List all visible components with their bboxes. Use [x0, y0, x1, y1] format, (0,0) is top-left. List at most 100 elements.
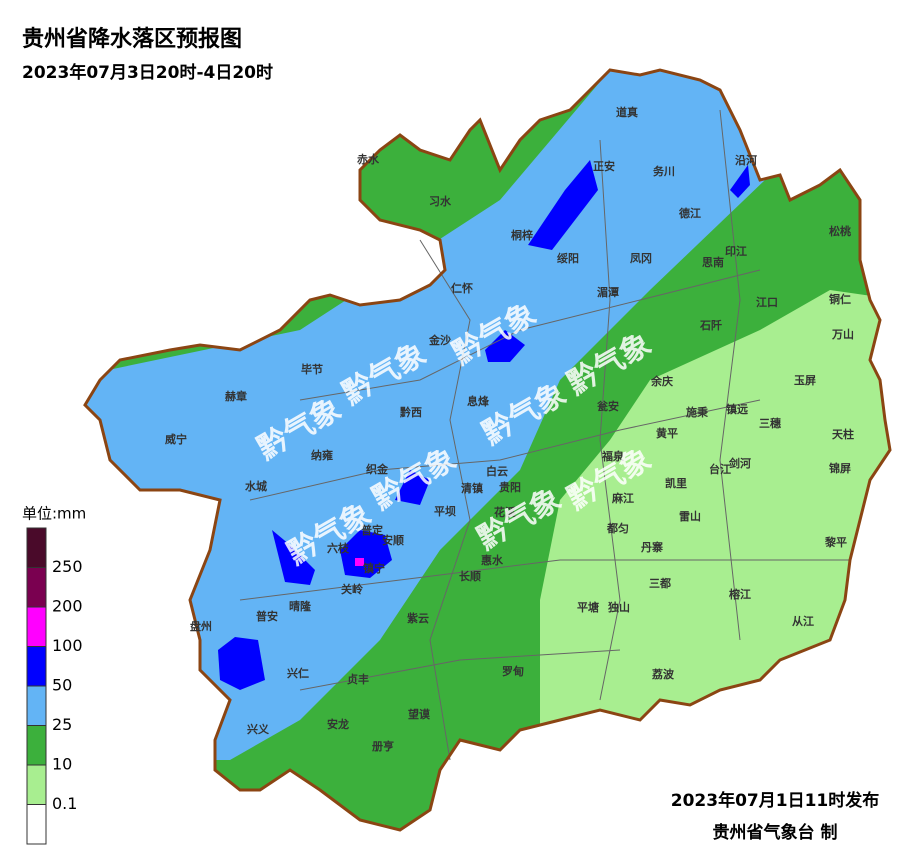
- legend-label: 100: [52, 636, 83, 655]
- county-label: 思南: [702, 255, 724, 269]
- county-label: 从江: [792, 614, 814, 628]
- county-label: 台江: [709, 462, 731, 476]
- county-label: 花溪: [494, 505, 517, 519]
- county-label: 凤冈: [630, 252, 652, 265]
- legend-label: 50: [52, 676, 72, 695]
- county-label: 德江: [678, 206, 701, 220]
- county-label: 剑河: [728, 456, 751, 470]
- county-label: 安龙: [327, 717, 349, 731]
- county-label: 普安: [256, 609, 278, 623]
- issue-time: 2023年07月1日11时发布: [671, 790, 879, 811]
- county-label: 黎平: [825, 535, 847, 549]
- agency: 贵州省气象台 制: [713, 822, 838, 843]
- area-50: [272, 530, 315, 585]
- legend-label: 200: [52, 597, 83, 616]
- map-subtitle: 2023年07月3日20时-4日20时: [22, 62, 273, 83]
- legend-swatch: [26, 646, 47, 687]
- county-label: 纳雍: [311, 448, 333, 462]
- county-label: 册亨: [372, 739, 394, 753]
- county-label: 丹寨: [641, 540, 663, 554]
- county-label: 桐梓: [511, 228, 533, 242]
- county-label: 习水: [429, 194, 452, 208]
- area-50: [485, 330, 525, 362]
- county-label: 贞丰: [347, 672, 369, 686]
- county-label: 施秉: [686, 405, 709, 419]
- county-label: 黔西: [400, 405, 422, 419]
- county-label: 织金: [366, 462, 389, 476]
- county-label: 盘州: [190, 619, 212, 633]
- county-label: 玉屏: [794, 374, 816, 387]
- legend-swatch: [26, 685, 47, 726]
- county-borders: [239, 109, 850, 761]
- county-label: 印江: [725, 244, 747, 258]
- county-label: 独山: [607, 600, 630, 614]
- county-label: 榕江: [729, 587, 751, 601]
- county-label: 罗甸: [502, 664, 524, 678]
- county-label: 赫章: [225, 389, 247, 403]
- legend-unit: 单位:mm: [22, 505, 86, 523]
- county-label: 水城: [245, 479, 267, 493]
- borders: [239, 109, 850, 761]
- county-label: 仁怀: [451, 281, 473, 295]
- county-label: 福泉: [601, 449, 625, 463]
- county-label: 道真: [616, 105, 638, 119]
- county-label: 兴仁: [287, 666, 309, 680]
- county-label: 荔波: [651, 667, 675, 681]
- legend-swatch: [26, 725, 47, 766]
- county-label: 天柱: [832, 427, 854, 441]
- county-label: 平坝: [434, 504, 456, 518]
- legend-swatch: [26, 567, 47, 608]
- county-label: 望谟: [408, 707, 431, 721]
- county-label: 镇宁: [363, 561, 385, 575]
- county-label: 长顺: [459, 569, 481, 583]
- county-label: 锦屏: [829, 461, 851, 475]
- county-label: 金沙: [428, 333, 451, 347]
- county-label: 镇远: [726, 402, 748, 416]
- county-label: 沿河: [735, 153, 757, 167]
- county-label: 务川: [653, 164, 675, 178]
- legend-label: 25: [52, 715, 72, 734]
- area-50: [730, 165, 750, 198]
- county-label: 清镇: [461, 481, 483, 495]
- area-50: [528, 160, 598, 250]
- county-label: 黄平: [656, 426, 678, 440]
- county-label: 江口: [756, 295, 778, 309]
- county-label: 三都: [649, 576, 671, 590]
- county-label: 晴隆: [289, 599, 312, 613]
- county-label: 紫云: [407, 611, 429, 625]
- county-label: 湄潭: [597, 285, 619, 299]
- county-label: 六枝: [327, 541, 350, 555]
- area-25: [85, 70, 765, 760]
- county-label: 关岭: [341, 582, 363, 596]
- county-label: 安顺: [382, 533, 404, 547]
- county-label: 都匀: [606, 521, 629, 535]
- county-label: 威宁: [165, 432, 187, 446]
- county-label: 正安: [593, 159, 615, 173]
- area-100: [355, 558, 364, 566]
- legend-swatch: [26, 606, 47, 647]
- area-50: [395, 470, 430, 505]
- county-label: 松桃: [829, 224, 851, 238]
- county-label: 绥阳: [557, 251, 579, 265]
- county-label: 毕节: [301, 362, 323, 376]
- county-label: 贵阳: [499, 480, 521, 494]
- county-label: 雷山: [679, 509, 701, 523]
- legend-label: 0.1: [52, 794, 77, 813]
- legend-swatch: [26, 764, 47, 805]
- county-label: 惠水: [481, 553, 504, 567]
- area-0-1: [540, 290, 890, 740]
- legend-swatch: [26, 804, 47, 845]
- county-label: 石阡: [699, 318, 722, 332]
- county-label: 麻江: [611, 491, 634, 505]
- area-50: [340, 530, 392, 578]
- legend-swatch: [26, 527, 47, 568]
- county-label: 万山: [831, 327, 854, 341]
- county-label: 瓮安: [597, 399, 619, 413]
- county-label: 平塘: [577, 600, 599, 614]
- county-label: 赤水: [357, 152, 380, 166]
- map-title: 贵州省降水落区预报图: [22, 27, 242, 52]
- legend-label: 10: [52, 755, 72, 774]
- county-label: 余庆: [650, 374, 673, 388]
